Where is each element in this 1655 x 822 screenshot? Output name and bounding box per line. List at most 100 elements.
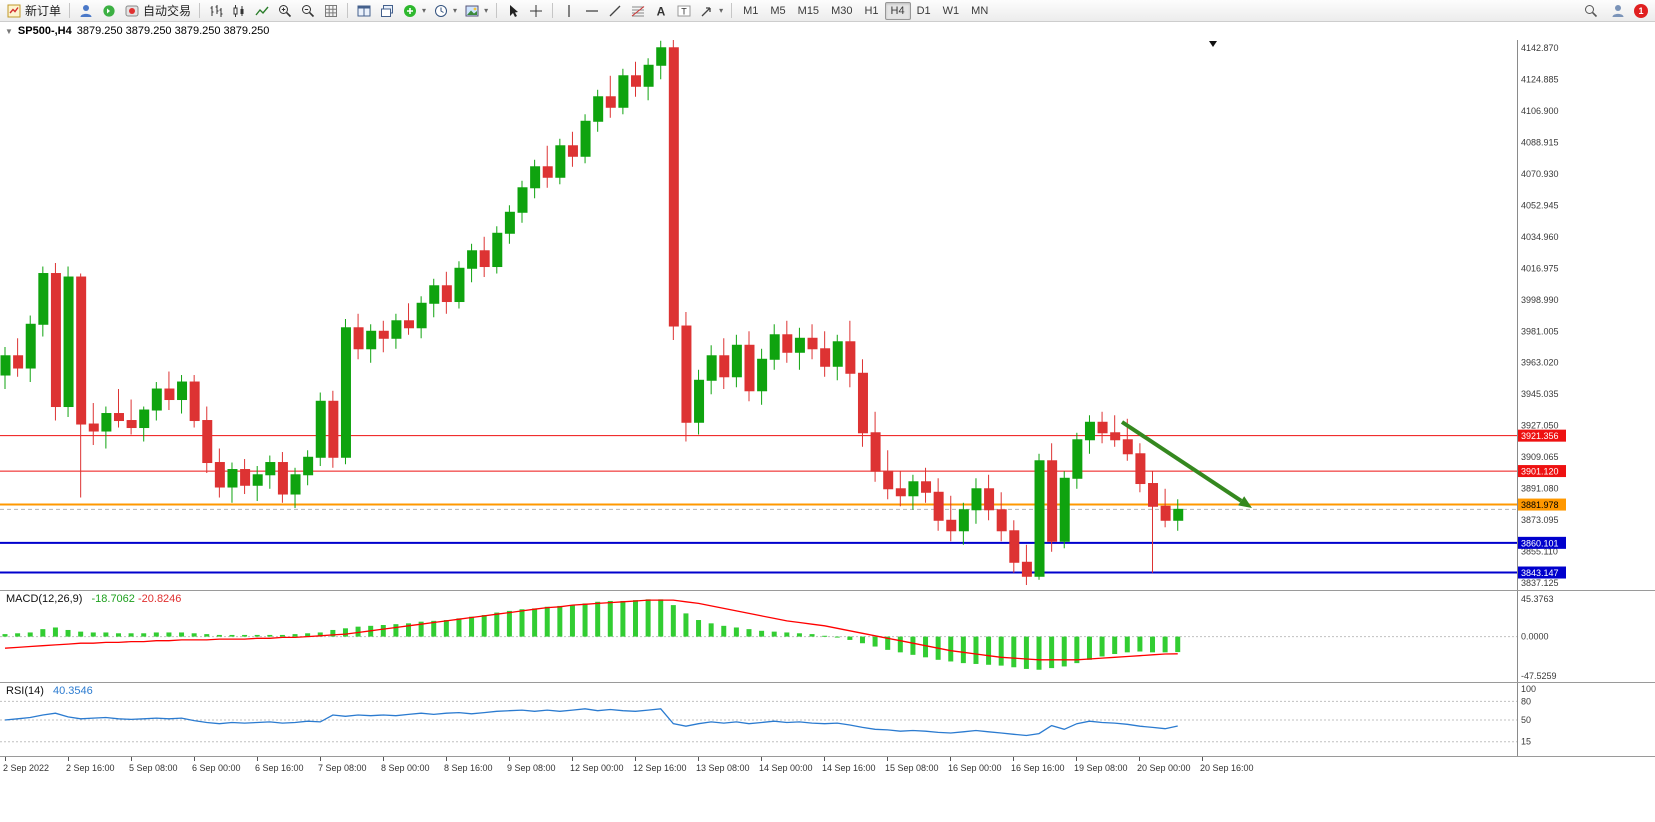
- horizontal-line-button[interactable]: [581, 1, 603, 21]
- crosshair-icon: [530, 4, 543, 17]
- svg-text:3909.065: 3909.065: [1521, 452, 1559, 462]
- time-tick: [509, 757, 510, 761]
- vertical-line-button[interactable]: [558, 1, 580, 21]
- bars-chart-button[interactable]: [205, 1, 227, 21]
- time-tick: [635, 757, 636, 761]
- search-icon: [1585, 4, 1598, 17]
- svg-text:45.3763: 45.3763: [1521, 594, 1554, 604]
- price-tag: [1518, 536, 1566, 549]
- text-icon: A: [657, 4, 666, 18]
- main-chart-canvas[interactable]: 4142.870 4124.885 4106.900 4088.915 4070.930…: [0, 40, 1655, 590]
- time-axis-label: 2 Sep 16:00: [66, 763, 115, 773]
- toolbar-separator: [199, 3, 201, 18]
- periods-button[interactable]: ▾: [430, 1, 460, 21]
- text-label-button[interactable]: T: [673, 1, 695, 21]
- trend-arrow[interactable]: [1120, 420, 1252, 508]
- dropdown-caret-icon: ▾: [484, 6, 489, 15]
- panel-splitter[interactable]: [0, 756, 1655, 757]
- time-axis-label: 14 Sep 16:00: [822, 763, 876, 773]
- price-axis[interactable]: 4142.870 4124.885 4106.900 4088.915 4070.930…: [1517, 40, 1559, 590]
- time-tick: [950, 757, 951, 761]
- time-axis-label: 16 Sep 00:00: [948, 763, 1002, 773]
- zoom-in-button[interactable]: [274, 1, 296, 21]
- panel-splitter[interactable]: [0, 590, 1655, 591]
- time-tick: [1013, 757, 1014, 761]
- timeframe-w1[interactable]: W1: [937, 2, 966, 20]
- new-chart-window-button[interactable]: [376, 1, 398, 21]
- indicators-button[interactable]: ▾: [399, 1, 429, 21]
- chart-shift-marker[interactable]: [1209, 41, 1217, 47]
- time-tick: [1139, 757, 1140, 761]
- template-image-icon: [465, 5, 479, 16]
- crosshair-button[interactable]: [525, 1, 547, 21]
- candlestick-chart-icon: [233, 4, 244, 17]
- time-axis-label: 2 Sep 2022: [3, 763, 50, 773]
- shapes-button[interactable]: ▾: [696, 1, 726, 21]
- toolbar-right-group: 1: [1580, 1, 1652, 21]
- price-tag: [1518, 429, 1566, 442]
- rsi-line: [4, 708, 1178, 737]
- svg-text:4052.945: 4052.945: [1521, 200, 1559, 210]
- chart-symbol: SP500-,H4: [17, 25, 72, 37]
- line-chart-button[interactable]: [251, 1, 273, 21]
- time-axis-label: 12 Sep 16:00: [633, 763, 687, 773]
- time-axis-label: 15 Sep 08:00: [885, 763, 939, 773]
- autotrade-label: 自动交易: [143, 4, 192, 18]
- timeframe-m1[interactable]: M1: [737, 2, 764, 20]
- svg-text:3860.101: 3860.101: [1521, 538, 1559, 548]
- macd-signal-value: -20.8246: [137, 593, 182, 605]
- templates-button[interactable]: ▾: [461, 1, 491, 21]
- time-axis-label: 8 Sep 16:00: [444, 763, 493, 773]
- chart-quotes: 3879.250 3879.250 3879.250 3879.250: [76, 25, 270, 37]
- autotrade-icon: [125, 5, 139, 16]
- candles-chart-button[interactable]: [228, 1, 250, 21]
- time-axis-label: 6 Sep 16:00: [255, 763, 304, 773]
- profile-button[interactable]: [75, 1, 97, 21]
- time-axis[interactable]: 2 Sep 2022 2 Sep 16:00 5 Sep 08:00 6 Sep 00…: [0, 757, 1655, 779]
- macd-panel-canvas[interactable]: 45.3763 0.0000 -47.5259: [0, 591, 1655, 682]
- timeframe-group: M1 M5 M15 M30 H1 H4 D1 W1 MN: [737, 1, 994, 20]
- time-axis-label: 9 Sep 08:00: [507, 763, 556, 773]
- trendline-button[interactable]: [604, 1, 626, 21]
- grid-button[interactable]: [320, 1, 342, 21]
- toolbar-separator: [69, 3, 71, 18]
- tile-windows-button[interactable]: [353, 1, 375, 21]
- svg-text:3837.125: 3837.125: [1521, 578, 1559, 588]
- svg-text:4124.885: 4124.885: [1521, 74, 1559, 84]
- rsi-label: RSI(14) 40.3546: [6, 685, 93, 697]
- notification-badge[interactable]: 1: [1634, 3, 1648, 18]
- zoom-out-button[interactable]: [297, 1, 319, 21]
- text-label-icon: T: [677, 5, 691, 16]
- zoom-in-icon: [279, 4, 292, 17]
- timeframe-m15[interactable]: M15: [792, 2, 825, 20]
- text-button[interactable]: A: [650, 1, 672, 21]
- autotrade-button[interactable]: 自动交易: [121, 1, 194, 21]
- svg-text:3843.147: 3843.147: [1521, 568, 1559, 578]
- svg-text:4070.930: 4070.930: [1521, 169, 1559, 179]
- search-button[interactable]: [1580, 1, 1602, 21]
- rsi-axis[interactable]: 100 80 50 15: [1517, 683, 1537, 756]
- cursor-button[interactable]: [502, 1, 524, 21]
- svg-text:3873.095: 3873.095: [1521, 515, 1559, 525]
- time-tick: [194, 757, 195, 761]
- new-order-button[interactable]: 新订单: [3, 1, 64, 21]
- svg-text:3963.020: 3963.020: [1521, 358, 1559, 368]
- timeframe-h1[interactable]: H1: [858, 2, 884, 20]
- fibonacci-button[interactable]: [627, 1, 649, 21]
- timeframe-mn[interactable]: MN: [965, 2, 994, 20]
- timeframe-m30[interactable]: M30: [825, 2, 858, 20]
- rsi-panel-canvas[interactable]: 100 80 50 15: [0, 683, 1655, 756]
- timeframe-d1[interactable]: D1: [911, 2, 937, 20]
- macd-name: MACD(12,26,9): [6, 593, 83, 605]
- time-tick: [761, 757, 762, 761]
- timeframe-h4[interactable]: H4: [884, 2, 911, 20]
- horizontal-lines[interactable]: 3921.356 3901.120 3881.978 3860.101 3843.147: [0, 429, 1566, 579]
- time-axis-label: 8 Sep 00:00: [381, 763, 430, 773]
- time-tick: [824, 757, 825, 761]
- timeframe-m5[interactable]: M5: [764, 2, 791, 20]
- macd-axis[interactable]: 45.3763 0.0000 -47.5259: [1517, 591, 1557, 682]
- panel-splitter[interactable]: [0, 682, 1655, 683]
- community-button[interactable]: [1607, 1, 1629, 21]
- alerts-button[interactable]: [98, 1, 120, 21]
- svg-text:4034.960: 4034.960: [1521, 232, 1559, 242]
